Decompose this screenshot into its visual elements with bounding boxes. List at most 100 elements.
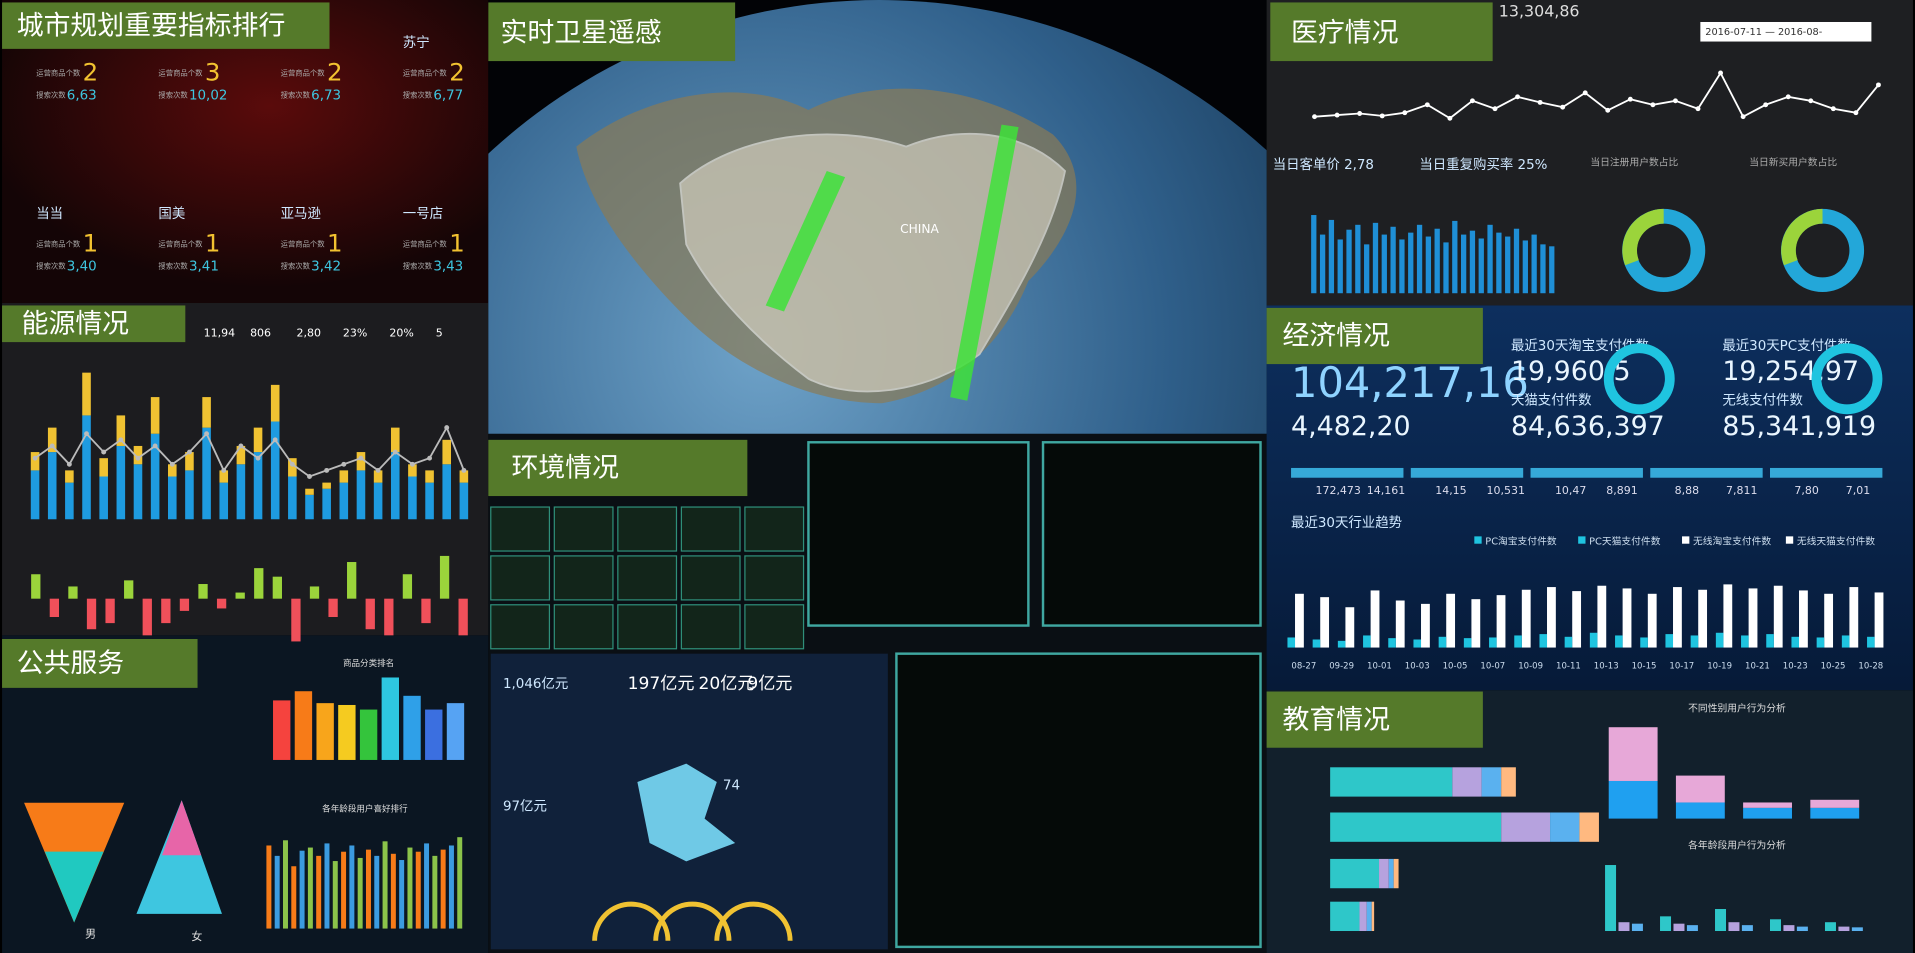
point xyxy=(289,461,295,467)
bar xyxy=(1328,219,1335,294)
point xyxy=(1334,112,1340,118)
bar xyxy=(133,445,143,465)
bar xyxy=(1421,603,1430,648)
bar xyxy=(374,855,380,929)
row-bar xyxy=(1410,467,1524,478)
panel-title: 经济情况 xyxy=(1282,321,1389,352)
city-bg xyxy=(2,0,489,304)
kpi-title: 最近30天PC支付件数 xyxy=(1722,338,1851,354)
bar xyxy=(390,452,400,520)
bar xyxy=(1572,591,1582,648)
bar xyxy=(1320,597,1330,648)
stack-segment xyxy=(1388,858,1394,889)
point xyxy=(1650,102,1656,108)
bar xyxy=(1741,925,1753,932)
stack-segment xyxy=(1550,812,1580,842)
energy-line xyxy=(34,425,465,478)
count-value: 1 xyxy=(449,228,465,257)
bar xyxy=(1647,593,1657,648)
bar xyxy=(1478,238,1484,294)
plan-tile xyxy=(617,555,678,601)
tab xyxy=(1266,691,1483,748)
economy-today: 4,482,20 xyxy=(1291,411,1411,442)
bar xyxy=(30,452,40,471)
kpi: 20% xyxy=(389,327,413,340)
plan-tile xyxy=(553,604,614,650)
bar xyxy=(253,452,263,520)
row-value: 7,811 xyxy=(1726,484,1757,497)
bar xyxy=(305,494,314,520)
point xyxy=(1560,104,1566,110)
date-box[interactable] xyxy=(1700,21,1872,42)
point xyxy=(427,455,433,461)
bar xyxy=(349,845,355,929)
plan-tile xyxy=(617,604,678,650)
point xyxy=(409,461,415,467)
bar xyxy=(1673,923,1685,932)
bar xyxy=(1549,246,1555,294)
x-label: 10-15 xyxy=(1632,661,1657,671)
store-name: 一号店 xyxy=(403,206,443,222)
point xyxy=(444,425,450,431)
panel-title: 环境情况 xyxy=(512,453,619,484)
diff-bar xyxy=(347,562,357,599)
x-label: 10-05 xyxy=(1443,661,1468,671)
x-label: 10-19 xyxy=(1707,661,1732,671)
stack-segment xyxy=(1379,858,1389,889)
point xyxy=(358,455,364,461)
plan-tile xyxy=(617,506,678,552)
point xyxy=(1627,96,1633,102)
bar xyxy=(1381,234,1387,294)
stack-segment xyxy=(1608,780,1658,819)
panel-title: 医疗情况 xyxy=(1291,18,1398,49)
point xyxy=(101,449,107,455)
x-label: 10-17 xyxy=(1669,661,1694,671)
stack-segment xyxy=(1743,807,1792,819)
bar xyxy=(305,488,314,495)
kpi-title: 最近30天淘宝支付件数 xyxy=(1511,338,1649,354)
stack-segment xyxy=(1810,807,1860,819)
diff-bar xyxy=(142,598,152,636)
point xyxy=(1582,90,1588,96)
point xyxy=(1808,98,1814,104)
diff-bar xyxy=(124,580,134,599)
bar xyxy=(373,482,383,520)
bar xyxy=(1531,234,1537,294)
point xyxy=(1605,107,1611,113)
row-bar xyxy=(1530,467,1643,478)
scan-strip xyxy=(950,124,1019,401)
bar xyxy=(185,452,194,471)
stack-segment xyxy=(1675,775,1725,803)
date-range: 2016-07-11 — 2016-08- xyxy=(1705,27,1823,38)
pyramid xyxy=(162,800,202,856)
point xyxy=(272,437,278,443)
point xyxy=(204,431,210,437)
bar xyxy=(282,840,288,929)
medical-stat: 当日客单价 2,78 xyxy=(1273,156,1374,173)
env-left: 1,046亿元 xyxy=(503,676,568,692)
bar xyxy=(1438,636,1447,648)
bar xyxy=(1615,635,1623,648)
bar xyxy=(1446,593,1456,648)
plan-tile xyxy=(744,555,805,601)
row-value: 172,473 xyxy=(1315,484,1360,497)
legend-swatch xyxy=(1578,536,1586,544)
bar xyxy=(266,845,272,929)
point xyxy=(169,461,175,467)
tab xyxy=(1266,307,1483,365)
kpi: 23% xyxy=(343,327,367,340)
bar xyxy=(1370,590,1380,648)
bar xyxy=(30,470,40,520)
row-bar xyxy=(1650,467,1763,478)
bar xyxy=(338,704,356,760)
donut-slice xyxy=(1781,208,1824,266)
bar xyxy=(47,427,57,453)
plan-tile xyxy=(490,555,551,601)
bar xyxy=(1469,230,1476,294)
donut-slice xyxy=(1622,208,1665,266)
chart-title: 商品分类排名 xyxy=(343,657,394,669)
panel-title: 实时卫星遥感 xyxy=(501,18,662,49)
point xyxy=(461,467,467,473)
plan-tile xyxy=(490,506,551,552)
count-label: 运营商品个数 xyxy=(403,239,448,248)
